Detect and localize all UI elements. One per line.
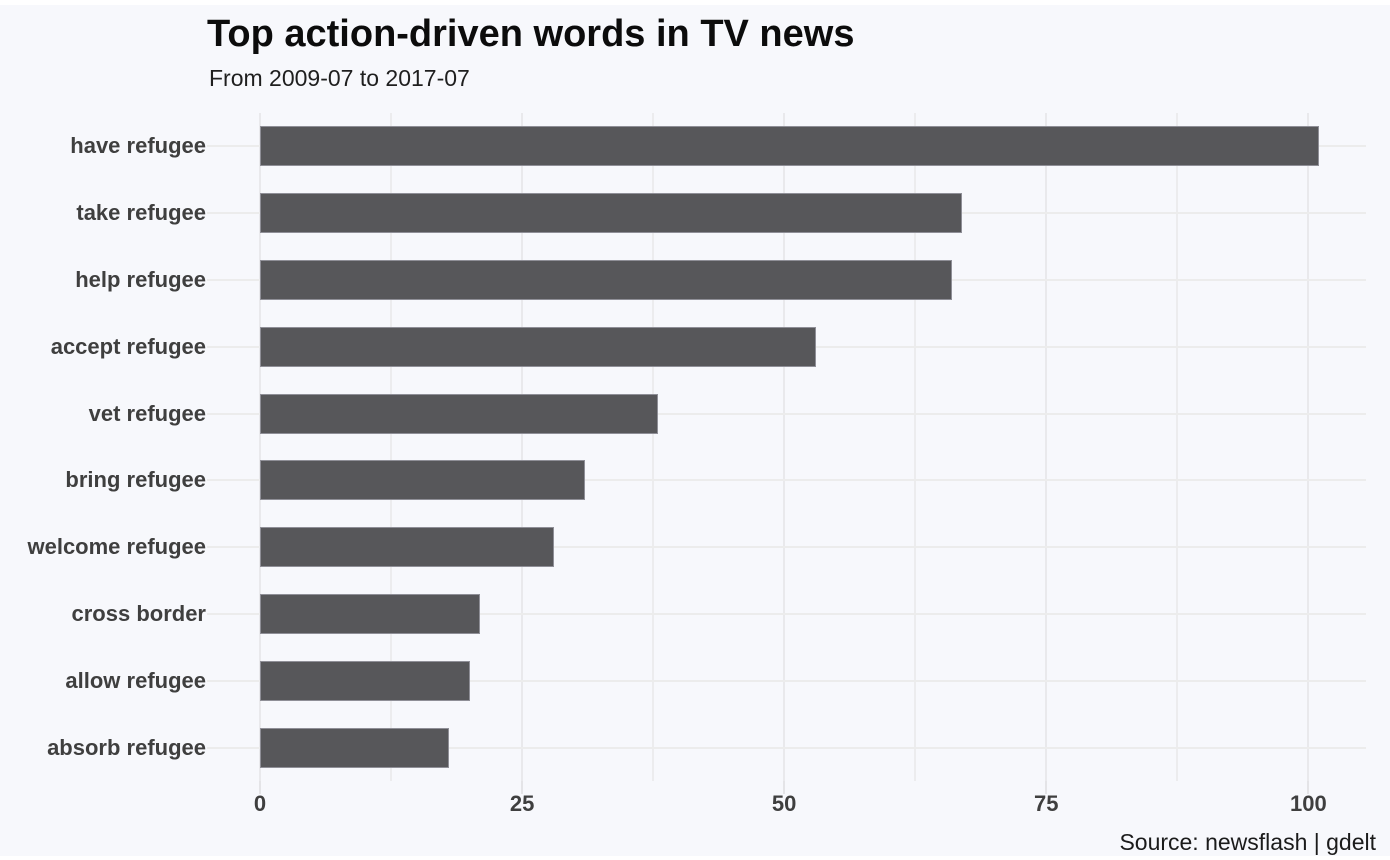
y-gridline	[260, 479, 1366, 482]
bar	[260, 326, 816, 367]
x-tick-label: 25	[509, 791, 535, 816]
x-tick-label: 0	[253, 791, 267, 816]
bar	[260, 393, 659, 434]
x-axis-tick	[1307, 781, 1310, 794]
x-axis-tick	[259, 781, 261, 794]
chart-title: Top action-driven words in TV news	[207, 13, 855, 55]
x-axis-tick	[521, 781, 524, 794]
y-gridline	[260, 679, 1366, 682]
y-axis-label: help refugee	[75, 267, 206, 292]
y-axis-tick	[207, 279, 260, 281]
x-tick-label: 50	[771, 791, 797, 816]
y-axis-label: accept refugee	[50, 333, 206, 359]
y-axis-label: bring refugee	[65, 467, 206, 493]
y-gridline	[260, 746, 1366, 749]
x-tick-label: 100	[1289, 791, 1327, 816]
x-gridline	[390, 113, 393, 781]
y-axis-tick	[207, 746, 260, 749]
y-axis-tick	[207, 412, 260, 415]
y-axis-label: take refugee	[76, 200, 206, 226]
y-gridline	[260, 546, 1366, 549]
bar	[260, 460, 585, 501]
y-axis-label: have refugee	[70, 133, 206, 159]
bar	[260, 660, 470, 701]
y-axis-label: cross border	[71, 601, 207, 626]
y-axis-tick	[207, 613, 260, 615]
y-axis-tick	[207, 546, 260, 549]
y-axis-tick	[207, 679, 260, 682]
x-gridline	[783, 113, 786, 781]
x-axis-tick	[1045, 781, 1048, 794]
y-axis-label: absorb refugee	[47, 734, 206, 760]
y-axis-tick	[207, 479, 260, 482]
source-caption: Source: newsflash | gdelt	[1119, 829, 1376, 855]
chart-subtitle: From 2009-07 to 2017-07	[209, 65, 470, 91]
x-gridline	[1307, 113, 1310, 781]
bar	[260, 126, 1319, 167]
bar	[260, 527, 554, 568]
plot-panel	[259, 113, 1366, 781]
y-axis-label: allow refugee	[65, 667, 206, 693]
y-axis-tick	[207, 212, 260, 215]
y-axis-tick	[207, 145, 260, 148]
y-axis-label: vet refugee	[88, 400, 206, 426]
y-axis-label: welcome refugee	[27, 534, 206, 560]
y-gridline	[260, 412, 1366, 415]
x-gridline	[652, 113, 655, 781]
bar	[260, 260, 952, 300]
x-gridline	[521, 113, 524, 781]
x-gridline	[1176, 113, 1179, 781]
x-gridline	[259, 113, 261, 781]
x-gridline	[1045, 113, 1048, 781]
bar	[260, 193, 963, 234]
x-axis-tick	[783, 781, 786, 794]
y-gridline	[260, 613, 1366, 615]
bar	[260, 594, 481, 634]
bar	[260, 727, 449, 768]
x-tick-label: 75	[1034, 791, 1059, 816]
x-gridline	[914, 113, 917, 781]
y-axis-tick	[207, 345, 260, 348]
